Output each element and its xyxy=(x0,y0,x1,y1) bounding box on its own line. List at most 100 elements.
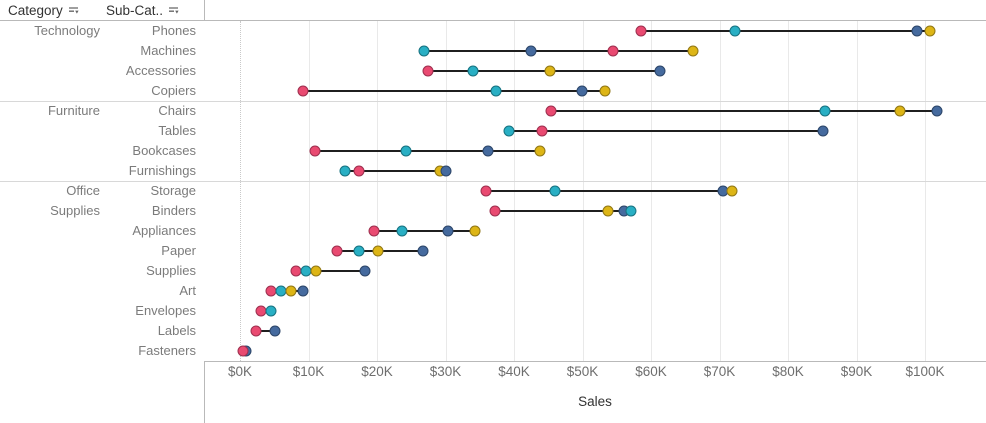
connector-binders xyxy=(494,210,632,212)
dot-machines-blue[interactable] xyxy=(525,45,537,57)
row-label-appliances[interactable]: Appliances xyxy=(132,223,196,238)
dot-machines-yellow[interactable] xyxy=(687,45,699,57)
connector-furnishings xyxy=(344,170,447,172)
dot-accessories-cyan[interactable] xyxy=(467,65,479,77)
dot-labels-blue[interactable] xyxy=(269,325,281,337)
dot-paper-blue[interactable] xyxy=(417,245,429,257)
connector-machines xyxy=(424,50,694,52)
dot-phones-blue[interactable] xyxy=(911,25,923,37)
gridline-$90K xyxy=(856,21,858,361)
dot-tables-blue[interactable] xyxy=(817,125,829,137)
connector-tables xyxy=(508,130,823,132)
row-label-bookcases[interactable]: Bookcases xyxy=(132,143,196,158)
sort-icon[interactable] xyxy=(68,5,79,16)
dot-art-yellow[interactable] xyxy=(285,285,297,297)
dot-binders-cyan[interactable] xyxy=(625,205,637,217)
dot-fasteners-red[interactable] xyxy=(237,345,249,357)
dot-chairs-red[interactable] xyxy=(545,105,557,117)
row-label-accessories[interactable]: Accessories xyxy=(125,63,196,78)
dot-tables-red[interactable] xyxy=(536,125,548,137)
dot-phones-yellow[interactable] xyxy=(924,25,936,37)
row-label-labels[interactable]: Labels xyxy=(157,323,196,338)
sort-icon[interactable] xyxy=(168,5,179,16)
row-label-machines[interactable]: Machines xyxy=(140,43,196,58)
dot-binders-yellow[interactable] xyxy=(602,205,614,217)
category-group-divider xyxy=(0,101,986,102)
x-tick-$60K: $60K xyxy=(635,364,667,379)
dot-accessories-red[interactable] xyxy=(422,65,434,77)
column-header-category[interactable]: Category xyxy=(8,0,79,20)
dot-copiers-yellow[interactable] xyxy=(599,85,611,97)
row-label-tables[interactable]: Tables xyxy=(158,123,196,138)
dot-furnishings-blue[interactable] xyxy=(440,165,452,177)
dot-furnishings-cyan[interactable] xyxy=(339,165,351,177)
row-label-chairs[interactable]: Chairs xyxy=(158,103,196,118)
dot-art-blue[interactable] xyxy=(297,285,309,297)
dot-copiers-red[interactable] xyxy=(297,85,309,97)
connector-bookcases xyxy=(314,150,541,152)
dot-storage-cyan[interactable] xyxy=(549,185,561,197)
dot-bookcases-red[interactable] xyxy=(309,145,321,157)
x-tick-$0K: $0K xyxy=(227,364,253,379)
connector-appliances xyxy=(374,230,475,232)
category-header-label: Category xyxy=(8,2,63,18)
connector-accessories xyxy=(427,70,660,72)
row-label-fasteners[interactable]: Fasteners xyxy=(138,343,196,358)
row-label-furnishings[interactable]: Furnishings xyxy=(128,163,196,178)
dot-chairs-cyan[interactable] xyxy=(819,105,831,117)
dot-accessories-yellow[interactable] xyxy=(544,65,556,77)
dot-machines-cyan[interactable] xyxy=(418,45,430,57)
dot-furnishings-red[interactable] xyxy=(353,165,365,177)
dot-storage-red[interactable] xyxy=(480,185,492,197)
dot-appliances-blue[interactable] xyxy=(442,225,454,237)
dot-copiers-cyan[interactable] xyxy=(490,85,502,97)
dot-supplies-yellow[interactable] xyxy=(310,265,322,277)
category-label-office[interactable]: Office xyxy=(66,183,100,198)
dot-labels-red[interactable] xyxy=(250,325,262,337)
dot-chairs-yellow[interactable] xyxy=(894,105,906,117)
row-label-envelopes[interactable]: Envelopes xyxy=(135,303,196,318)
row-label-phones[interactable]: Phones xyxy=(151,23,196,38)
dot-accessories-blue[interactable] xyxy=(654,65,666,77)
row-label-art[interactable]: Art xyxy=(179,283,196,298)
dot-appliances-yellow[interactable] xyxy=(469,225,481,237)
dot-phones-cyan[interactable] xyxy=(729,25,741,37)
category-label-supplies[interactable]: Supplies xyxy=(50,203,100,218)
row-label-copiers[interactable]: Copiers xyxy=(151,83,196,98)
dot-machines-red[interactable] xyxy=(607,45,619,57)
dot-tables-cyan[interactable] xyxy=(503,125,515,137)
row-label-storage[interactable]: Storage xyxy=(150,183,196,198)
dot-envelopes-cyan[interactable] xyxy=(265,305,277,317)
dot-paper-cyan[interactable] xyxy=(353,245,365,257)
header-underline xyxy=(0,20,986,21)
gridline-$100K xyxy=(925,21,926,361)
dot-copiers-blue[interactable] xyxy=(576,85,588,97)
row-label-binders[interactable]: Binders xyxy=(151,203,196,218)
category-label-furniture[interactable]: Furniture xyxy=(47,103,100,118)
dot-paper-red[interactable] xyxy=(331,245,343,257)
dot-appliances-cyan[interactable] xyxy=(396,225,408,237)
dot-appliances-red[interactable] xyxy=(368,225,380,237)
connector-phones xyxy=(640,30,930,32)
column-header-subcategory[interactable]: Sub-Cat.. xyxy=(106,0,179,20)
x-tick-$40K: $40K xyxy=(498,364,530,379)
connector-storage xyxy=(485,190,732,192)
connector-copiers xyxy=(303,90,606,92)
x-tick-$70K: $70K xyxy=(703,364,736,379)
row-label-supplies[interactable]: Supplies xyxy=(146,263,196,278)
dot-binders-red[interactable] xyxy=(489,205,501,217)
connector-chairs xyxy=(550,110,938,112)
plot-area xyxy=(204,21,986,361)
dot-paper-yellow[interactable] xyxy=(372,245,384,257)
row-label-paper[interactable]: Paper xyxy=(161,243,196,258)
dot-phones-red[interactable] xyxy=(635,25,647,37)
connector-supplies xyxy=(296,270,365,272)
category-label-technology[interactable]: Technology xyxy=(34,23,100,38)
dot-supplies-blue[interactable] xyxy=(359,265,371,277)
dot-bookcases-yellow[interactable] xyxy=(534,145,546,157)
x-tick-$30K: $30K xyxy=(429,364,462,379)
dot-storage-yellow[interactable] xyxy=(726,185,738,197)
dot-bookcases-blue[interactable] xyxy=(482,145,494,157)
dot-chairs-blue[interactable] xyxy=(931,105,943,117)
dot-bookcases-cyan[interactable] xyxy=(400,145,412,157)
